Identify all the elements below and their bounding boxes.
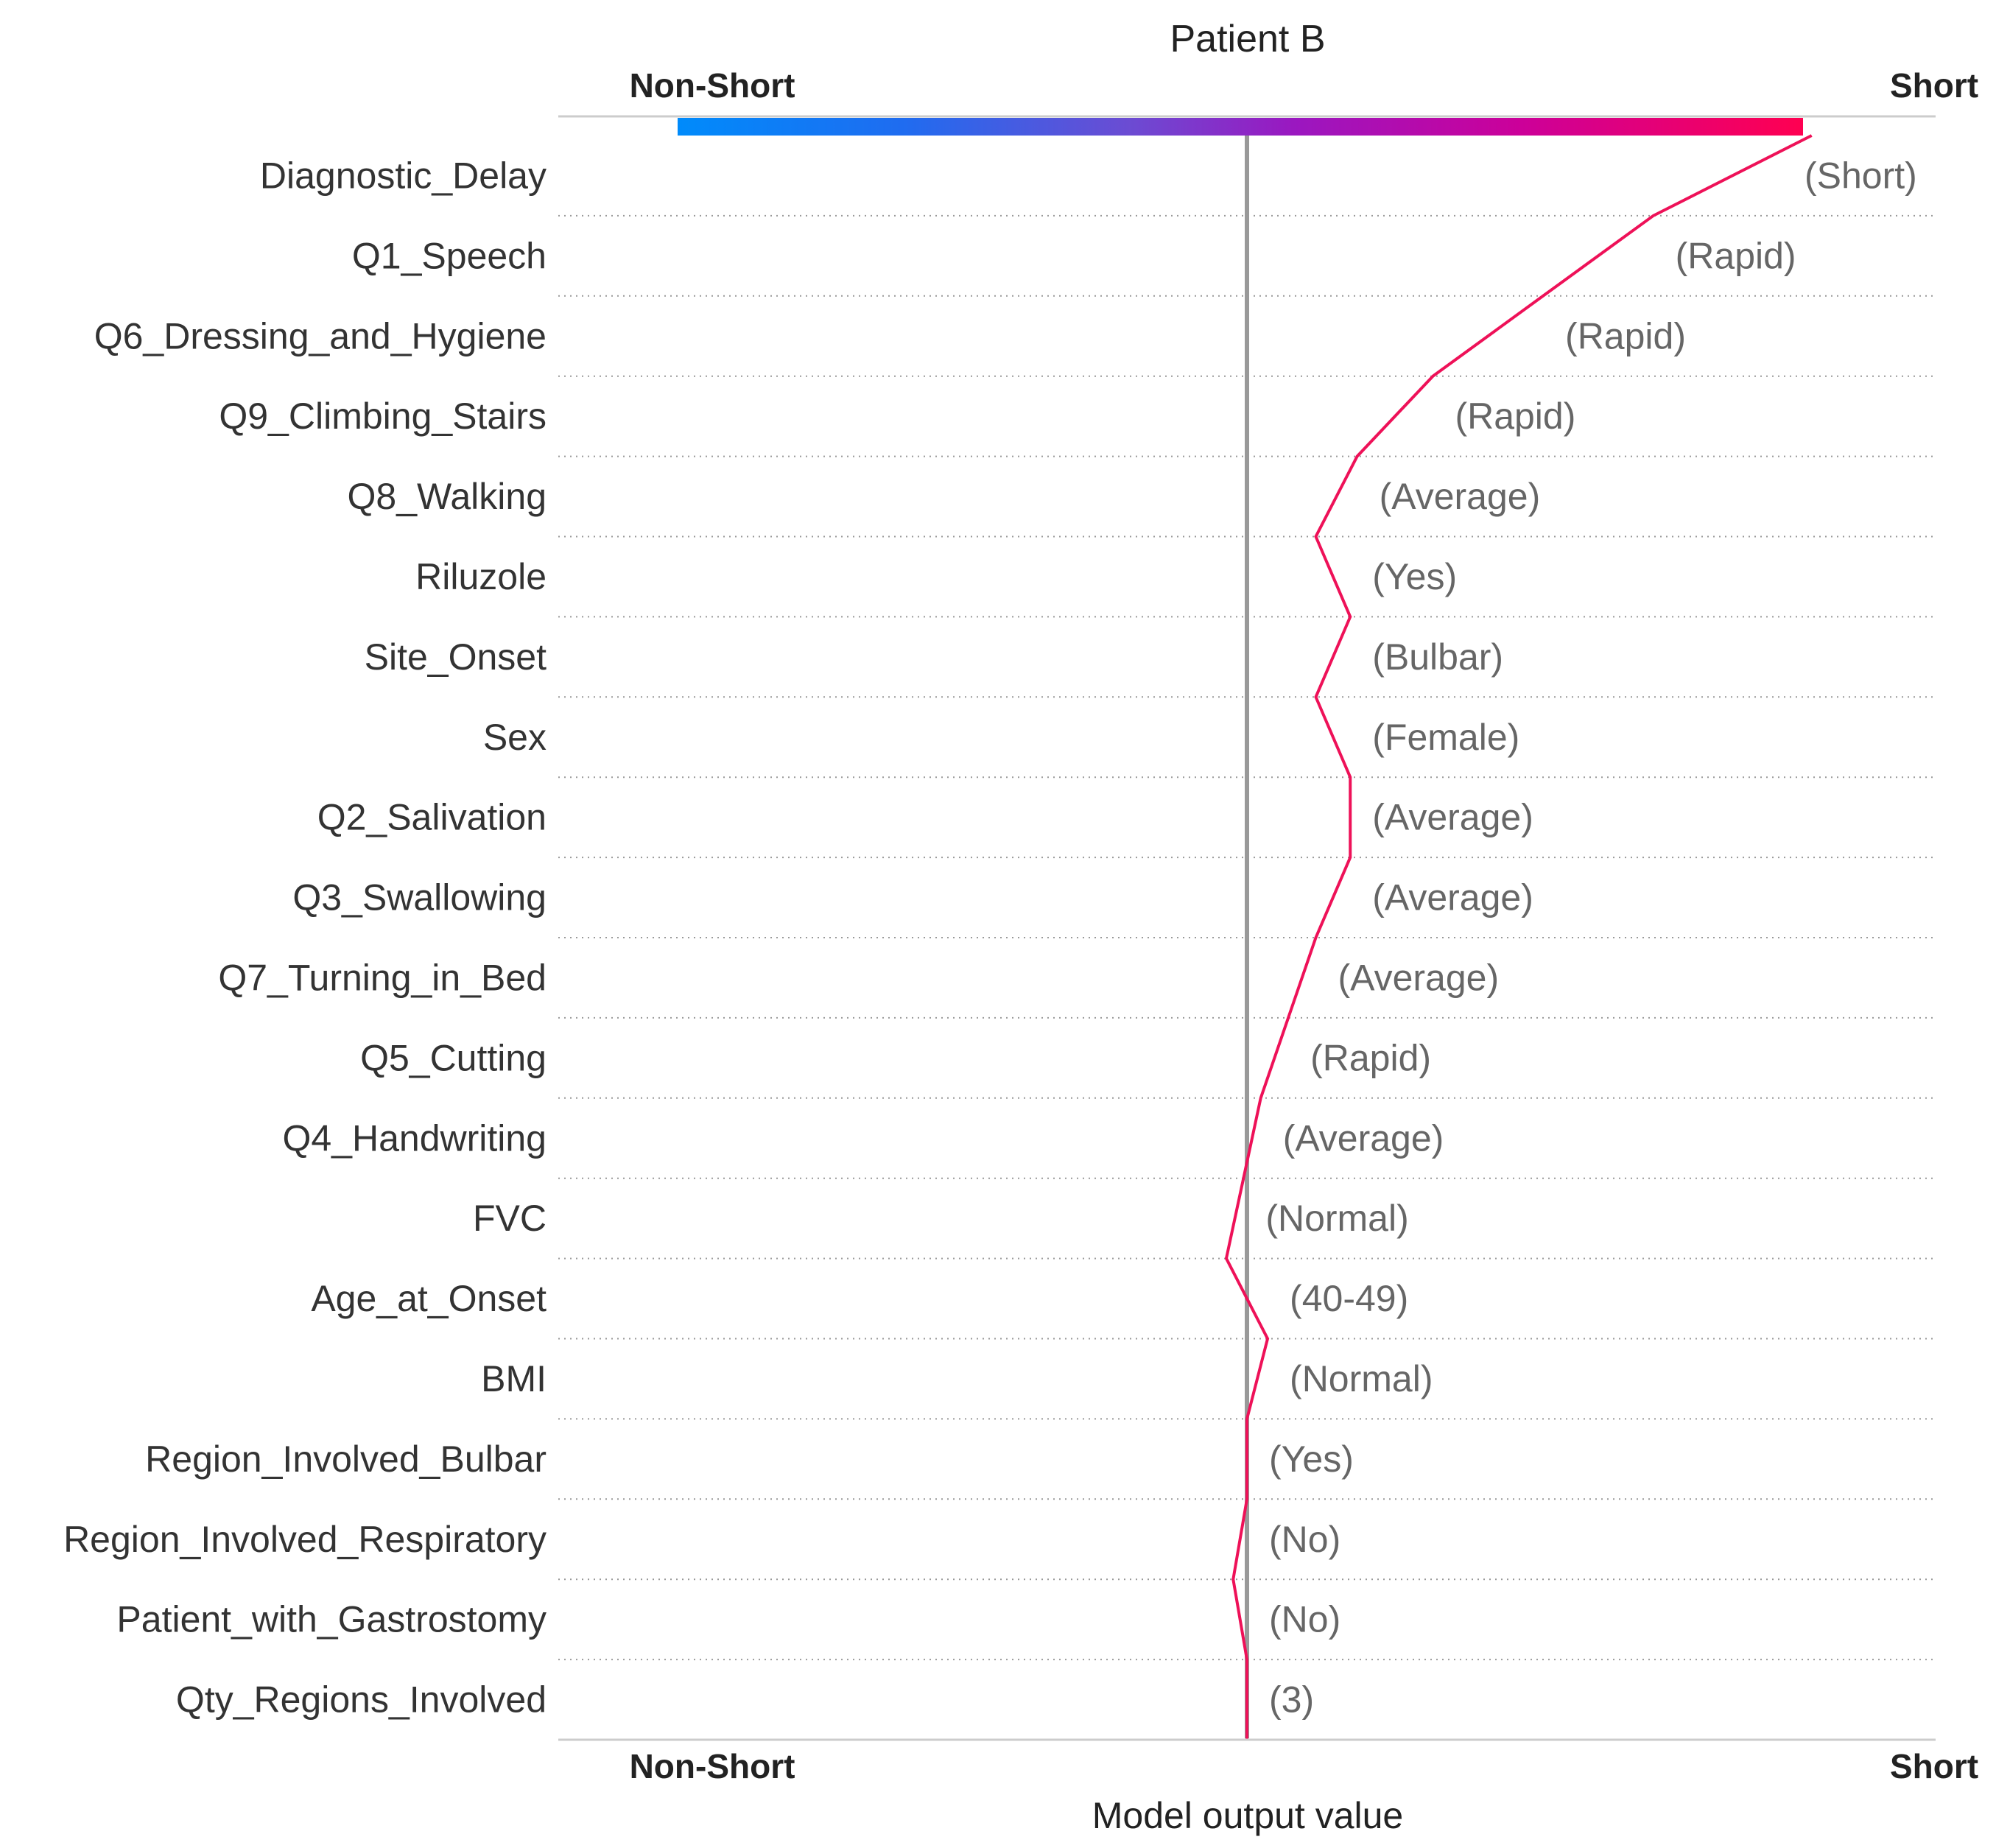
feature-value-label: (40-49) — [1290, 1278, 1408, 1319]
feature-value-label: (Rapid) — [1455, 396, 1575, 437]
bottom-right-end-label: Short — [1890, 1747, 1978, 1785]
feature-label: Age_at_Onset — [311, 1278, 547, 1319]
feature-value-label: (Yes) — [1269, 1438, 1354, 1480]
feature-label: Q6_Dressing_and_Hygiene — [94, 315, 547, 356]
chart-title: Patient B — [1170, 18, 1325, 60]
feature-value-label: (No) — [1269, 1599, 1340, 1640]
feature-label: Diagnostic_Delay — [260, 155, 547, 196]
feature-label: FVC — [473, 1198, 547, 1239]
x-axis-label: Model output value — [1092, 1795, 1404, 1836]
feature-value-label: (Yes) — [1372, 556, 1457, 597]
feature-label: Q9_Climbing_Stairs — [219, 396, 547, 437]
feature-label: Qty_Regions_Involved — [176, 1679, 547, 1721]
feature-value-label: (Female) — [1372, 717, 1519, 758]
color-bar — [678, 118, 1803, 136]
top-left-end-label: Non-Short — [630, 66, 795, 105]
feature-value-label: (Normal) — [1290, 1358, 1433, 1399]
feature-value-label: (Bulbar) — [1372, 636, 1503, 678]
feature-label: Sex — [483, 717, 547, 758]
feature-value-label: (Rapid) — [1310, 1037, 1431, 1078]
feature-value-label: (Rapid) — [1676, 235, 1796, 276]
feature-value-label: (No) — [1269, 1519, 1340, 1560]
feature-value-label: (Short) — [1805, 155, 1917, 196]
bottom-left-end-label: Non-Short — [630, 1747, 795, 1785]
feature-label: Q4_Handwriting — [282, 1117, 547, 1159]
feature-label: Q8_Walking — [348, 476, 547, 517]
feature-value-label: (Rapid) — [1565, 315, 1686, 356]
feature-label: Site_Onset — [365, 636, 547, 678]
feature-label: Region_Involved_Bulbar — [145, 1438, 547, 1480]
feature-value-label: (Average) — [1372, 877, 1533, 918]
feature-label: Q2_Salivation — [317, 797, 547, 838]
feature-value-label: (Average) — [1372, 797, 1533, 838]
feature-label: Q7_Turning_in_Bed — [218, 957, 547, 998]
feature-label: Q3_Swallowing — [292, 877, 547, 918]
feature-label: Region_Involved_Respiratory — [63, 1519, 547, 1560]
feature-value-label: (Average) — [1283, 1117, 1444, 1159]
feature-label: BMI — [481, 1358, 547, 1399]
feature-label: Patient_with_Gastrostomy — [116, 1599, 547, 1640]
top-right-end-label: Short — [1890, 66, 1978, 105]
feature-value-label: (Average) — [1380, 476, 1541, 517]
feature-value-label: (Average) — [1338, 957, 1500, 998]
feature-label: Q5_Cutting — [360, 1037, 547, 1078]
feature-label: Q1_Speech — [352, 235, 547, 276]
feature-value-labels: (Short)(Rapid)(Rapid)(Rapid)(Average)(Ye… — [1265, 155, 1916, 1720]
decision-path-line — [1224, 134, 1813, 1740]
feature-value-label: (Normal) — [1265, 1198, 1408, 1239]
feature-label: Riluzole — [415, 556, 547, 597]
feature-labels: Diagnostic_Delay Q1_Speech Q6_Dressing_and… — [63, 155, 547, 1720]
feature-value-label: (3) — [1269, 1679, 1314, 1721]
